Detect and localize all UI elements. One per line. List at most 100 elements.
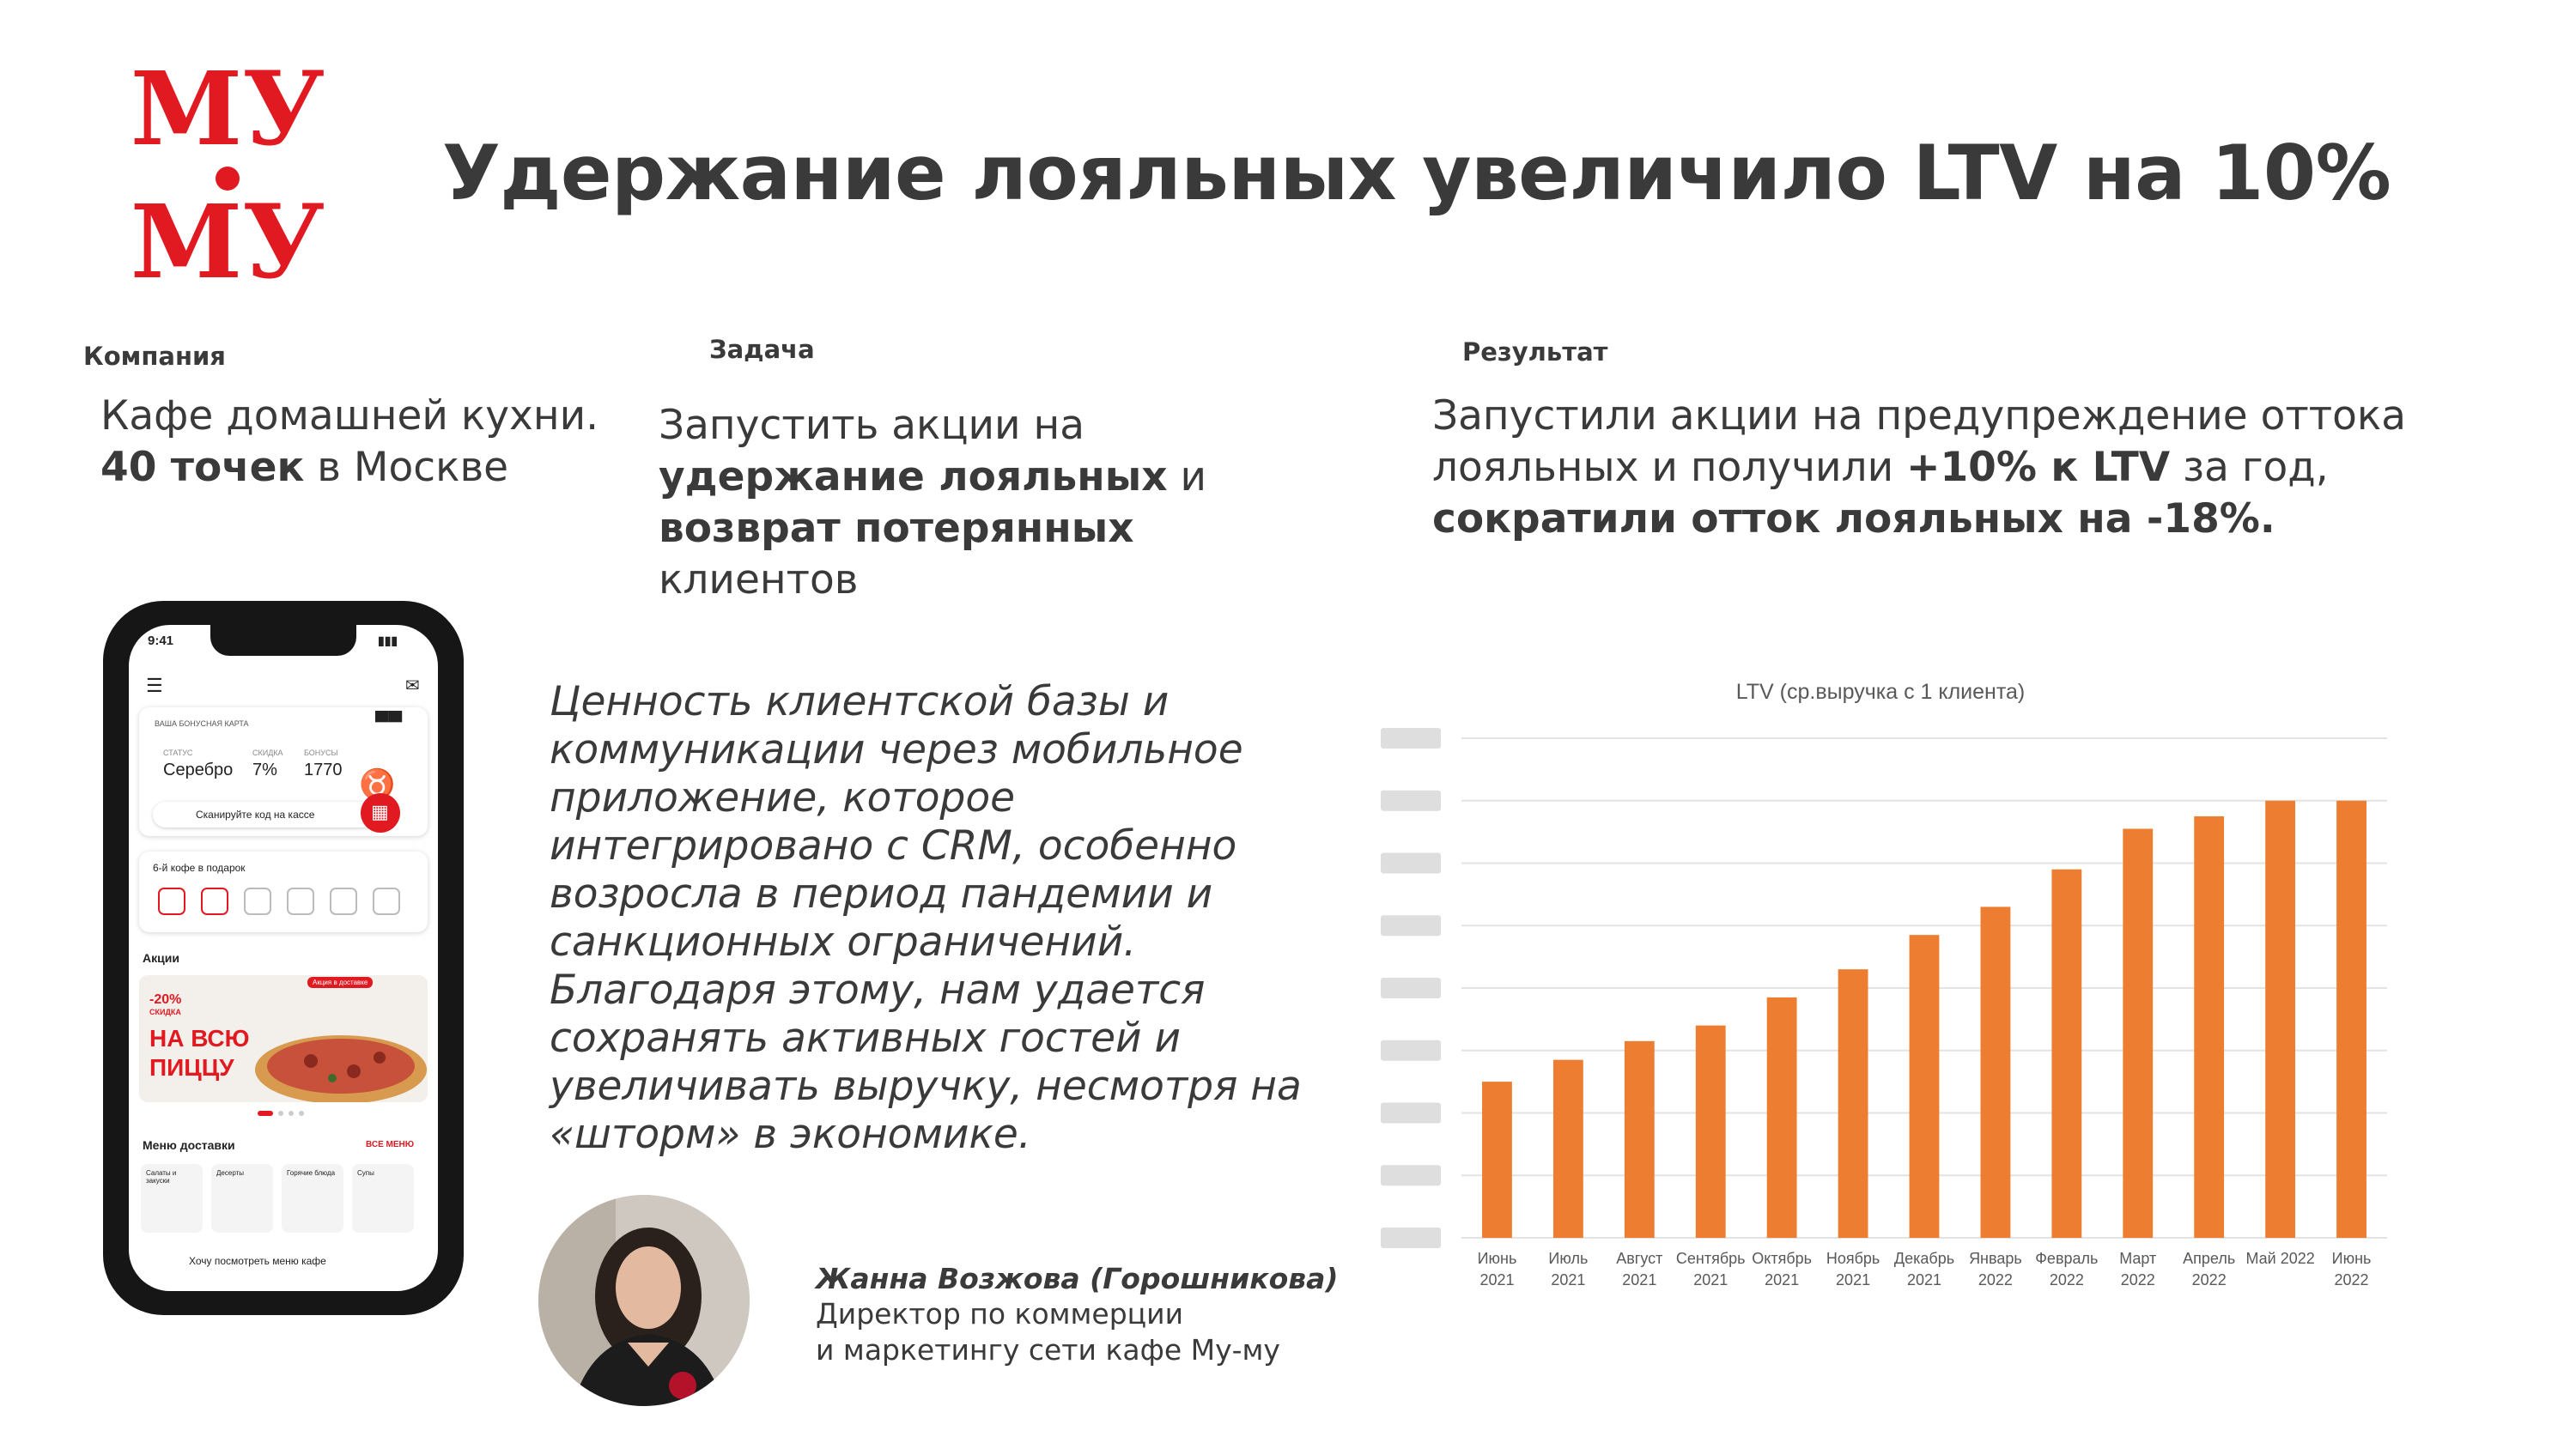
food-category-label: Горячие блюда — [287, 1169, 336, 1177]
result-bold-2: сократили отток лояльных на -18%. — [1432, 495, 2275, 543]
hidden-y-tick — [1381, 978, 1441, 998]
result-part-2: за год, — [2170, 444, 2329, 491]
x-tick-label: Сентябрь — [1676, 1250, 1746, 1267]
food-category[interactable]: Супы — [352, 1164, 414, 1233]
promo-percent: -20% — [149, 992, 182, 1007]
x-tick-label: 2022 — [1978, 1271, 2013, 1288]
x-tick-label: Июль — [1548, 1250, 1588, 1267]
x-tick-label: 2022 — [2192, 1271, 2227, 1288]
coffee-cup-icon — [330, 888, 357, 915]
bar — [2051, 869, 2082, 1238]
ltv-chart: LTV (ср.выручка с 1 клиента) Июнь 2021 Июл… — [1365, 670, 2396, 1305]
phone-mockup: 9:41 ▮▮▮ ☰ ✉ ВАША БОНУСНАЯ КАРТА ▀▀ СТАТ… — [103, 601, 464, 1315]
company-bold: 40 точек — [100, 444, 305, 491]
promo-word: СКИДКА — [149, 1008, 181, 1016]
food-category[interactable]: Салаты и закуски — [141, 1164, 203, 1233]
bar — [1624, 1040, 1655, 1238]
phone-notch — [210, 625, 356, 656]
bottom-link[interactable]: Хочу посмотреть меню кафе — [189, 1255, 326, 1267]
result-bold-1: +10% к LTV — [1906, 444, 2171, 491]
x-tick-label: 2022 — [2050, 1271, 2084, 1288]
chart-plot: Июнь 2021 Июль 2021 Август 2021 Сентябрь 2021 Ок… — [1381, 728, 2387, 1288]
hidden-y-tick — [1381, 1102, 1441, 1124]
bonus-card[interactable]: ВАША БОНУСНАЯ КАРТА ▀▀ СТАТУС Серебро СК… — [139, 707, 428, 836]
page-title: Удержание лояльных увеличило LTV на 10% — [442, 129, 2391, 217]
x-tick-label: Июнь — [2332, 1250, 2372, 1267]
company-line-2: 40 точек в Москве — [100, 442, 650, 494]
x-tick-label: Май 2022 — [2245, 1250, 2314, 1267]
status-value: Серебро — [163, 761, 234, 779]
x-tick-label: 2022 — [2335, 1271, 2369, 1288]
x-tick-label: 2021 — [1622, 1271, 1656, 1288]
promo-line-2: ПИЦЦУ — [149, 1054, 234, 1081]
author-avatar — [538, 1195, 750, 1406]
scan-pill[interactable]: Сканируйте код на кассе — [153, 802, 376, 828]
task-bold-1: удержание лояльных — [659, 453, 1168, 500]
x-tick-label: 2021 — [1907, 1271, 1941, 1288]
hidden-y-tick — [1381, 728, 1441, 749]
promo-banner[interactable]: Акция в доставке -20% СКИДКА НА ВСЮ ПИЦЦ… — [139, 975, 428, 1102]
testimonial-quote: Ценность клиентской базы и коммуникации … — [550, 678, 1302, 1158]
author-role-line-1: Директор по коммерции — [816, 1297, 1184, 1331]
x-tick-label: Декабрь — [1894, 1250, 1954, 1267]
food-category-label: Салаты и закуски — [146, 1169, 177, 1185]
x-tick-label: 2021 — [1765, 1271, 1799, 1288]
x-tick-label: Октябрь — [1752, 1250, 1812, 1267]
chart-title: LTV (ср.выручка с 1 клиента) — [1735, 680, 2026, 704]
mumu-logo: МУ МУ — [131, 58, 325, 301]
x-tick-label: Март — [2119, 1250, 2156, 1267]
promos-heading: Акции — [143, 951, 179, 965]
phone-time: 9:41 — [148, 634, 174, 648]
x-tick-label: 2021 — [1836, 1271, 1870, 1288]
company-line-1: Кафе домашней кухни. — [100, 392, 599, 440]
battery-icon: ▮▮▮ — [378, 634, 398, 647]
hidden-y-tick — [1381, 915, 1441, 937]
bar — [1695, 1025, 1726, 1238]
bar — [2194, 815, 2225, 1238]
bar — [2123, 828, 2154, 1238]
task-caption: Задача — [709, 335, 815, 364]
bar — [2265, 800, 2296, 1238]
task-part-1: Запустить акции на — [659, 402, 1085, 449]
company-description: Кафе домашней кухни. 40 точек в Москве — [100, 391, 650, 494]
hidden-y-tick — [1381, 790, 1441, 811]
coffee-cup-icon — [201, 888, 228, 915]
coffee-cup-icon — [244, 888, 271, 915]
food-category[interactable]: Горячие блюда — [282, 1164, 343, 1233]
bar — [1482, 1082, 1512, 1238]
bonus-value: 1770 — [304, 761, 343, 779]
food-category[interactable]: Десерты — [211, 1164, 273, 1233]
bar — [2336, 800, 2366, 1238]
result-caption: Результат — [1462, 337, 1608, 367]
gift-icon — [373, 888, 400, 915]
x-tick-label: 2022 — [2121, 1271, 2155, 1288]
x-tick-label: 2021 — [1693, 1271, 1728, 1288]
promo-tag-text: Акция в доставке — [313, 979, 368, 986]
bonus-card-label: ВАША БОНУСНАЯ КАРТА — [155, 719, 249, 728]
result-part-1: Запустили акции на предупреждение оттока… — [1432, 392, 2407, 491]
bar — [1552, 1059, 1583, 1238]
x-tick-label: Февраль — [2035, 1250, 2098, 1267]
qr-code-button[interactable]: ▦ — [361, 793, 400, 833]
task-description: Запустить акции на удержание лояльных и … — [659, 400, 1260, 606]
pizza-image — [255, 1035, 427, 1102]
result-description: Запустили акции на предупреждение оттока… — [1432, 391, 2514, 545]
x-tick-label: Ноябрь — [1826, 1250, 1880, 1267]
discount-value: 7% — [252, 761, 277, 779]
coffee-label: 6-й кофе в подарок — [153, 862, 246, 874]
logo-dot — [216, 167, 240, 191]
bar — [1980, 906, 2011, 1238]
bar — [1909, 935, 1940, 1238]
menu-icon[interactable]: ☰ — [146, 675, 163, 696]
company-rest: в Москве — [304, 444, 509, 491]
bar — [1838, 969, 1868, 1238]
all-menu-link[interactable]: ВСЕ МЕНЮ — [366, 1140, 415, 1149]
coffee-card[interactable]: 6-й кофе в подарок — [139, 852, 428, 932]
carousel-dots — [258, 1111, 309, 1116]
hidden-y-tick — [1381, 852, 1441, 874]
scan-text: Сканируйте код на кассе — [196, 809, 315, 821]
author-role-line-2: и маркетингу сети кафе Му-му — [816, 1333, 1280, 1367]
phone-screen: 9:41 ▮▮▮ ☰ ✉ ВАША БОНУСНАЯ КАРТА ▀▀ СТАТ… — [129, 625, 438, 1291]
bonus-label: БОНУСЫ — [304, 749, 338, 757]
mail-icon[interactable]: ✉ — [405, 676, 420, 695]
